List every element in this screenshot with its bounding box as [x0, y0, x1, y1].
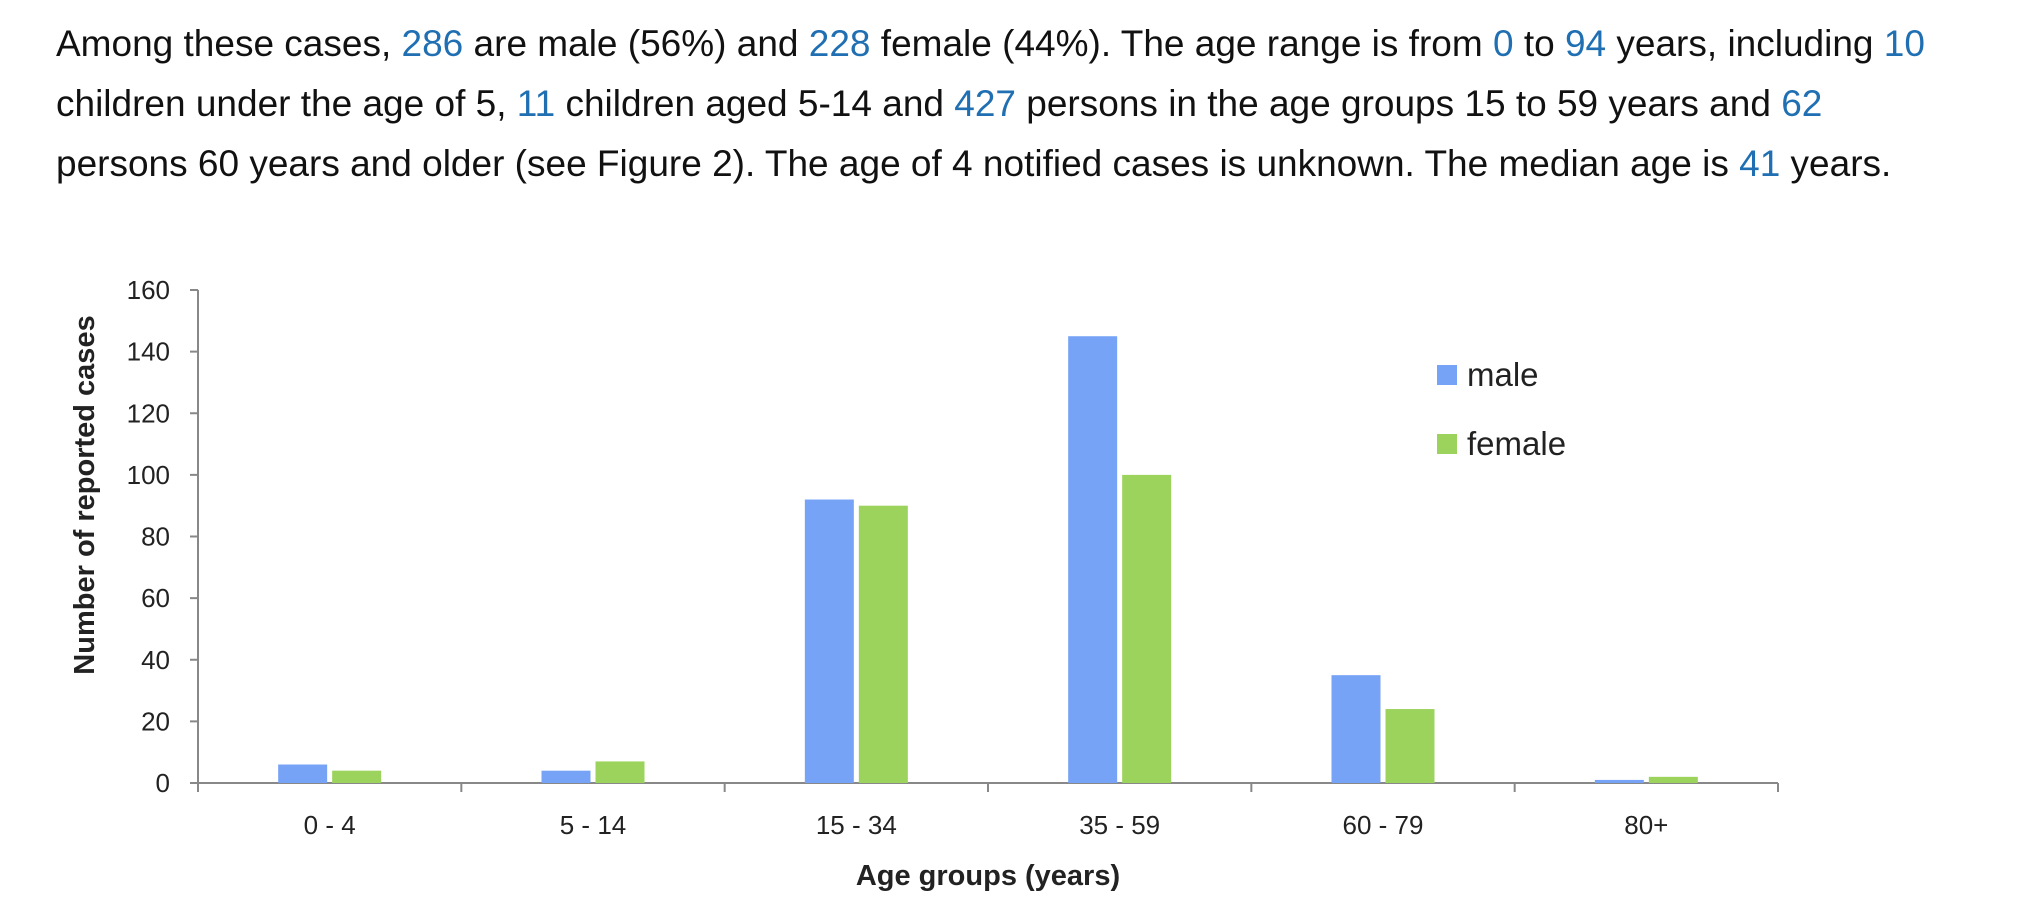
x-tick-label: 35 - 59	[1079, 810, 1160, 840]
highlighted-number: 427	[954, 83, 1016, 124]
y-tick-label: 0	[156, 768, 170, 798]
paragraph-text: children under the age of 5,	[56, 83, 517, 124]
legend-label-male: male	[1467, 356, 1539, 393]
x-tick-label: 60 - 79	[1343, 810, 1424, 840]
bar-male-4	[1331, 675, 1381, 783]
bar-male-2	[804, 499, 854, 783]
y-tick-label: 100	[127, 460, 170, 490]
bar-female-0	[332, 770, 382, 783]
highlighted-number: 62	[1781, 83, 1823, 124]
bar-female-4	[1385, 709, 1435, 783]
bar-male-3	[1068, 336, 1118, 783]
highlighted-number: 41	[1739, 143, 1781, 184]
legend-swatch-male	[1437, 365, 1457, 385]
paragraph-text: persons 60 years and older (see Figure 2…	[56, 143, 1740, 184]
highlighted-number: 11	[516, 83, 556, 124]
bar-male-5	[1594, 779, 1644, 783]
age-group-bar-chart: 0 20 40 60 80 100 120 140 160 0 - 4 5 - 14 15 - 34 3…	[69, 275, 1779, 892]
legend-swatch-female	[1437, 434, 1457, 454]
bar-female-2	[858, 505, 908, 783]
y-tick-label: 160	[127, 275, 170, 305]
bar-female-5	[1648, 776, 1698, 783]
paragraph-text: years.	[1780, 143, 1892, 184]
intro-paragraph: Among these cases, 286 are male (56%) an…	[56, 14, 2031, 194]
paragraph-text: persons in the age groups 15 to 59 years…	[1016, 83, 1782, 124]
bar-male-1	[541, 770, 591, 783]
bar-male-0	[278, 764, 328, 783]
chart-tick-labels: 0 20 40 60 80 100 120 140 160 0 - 4 5 - 14 15 - 34 3…	[127, 275, 1669, 840]
paragraph-text: Among these cases,	[56, 23, 402, 64]
paragraph-line: children under the age of 5, 11 children…	[56, 74, 2031, 134]
y-tick-label: 20	[141, 706, 170, 736]
legend-label-female: female	[1467, 425, 1566, 462]
chart-axes	[190, 289, 1779, 792]
highlighted-number: 286	[401, 23, 464, 64]
y-tick-label: 120	[127, 398, 170, 428]
x-tick-label: 15 - 34	[816, 810, 897, 840]
y-tick-label: 40	[141, 645, 170, 675]
paragraph-text: female (44%). The age range is from	[870, 23, 1493, 64]
paragraph-text: are male (56%) and	[463, 23, 809, 64]
paragraph-text: children aged 5-14 and	[555, 83, 955, 124]
x-axis-label: Age groups (years)	[856, 860, 1120, 892]
bar-female-3	[1122, 474, 1172, 783]
y-tick-label: 60	[141, 583, 170, 613]
x-tick-label: 5 - 14	[560, 810, 627, 840]
paragraph-line: persons 60 years and older (see Figure 2…	[56, 134, 2031, 194]
bar-female-1	[595, 761, 645, 783]
highlighted-number: 10	[1883, 23, 1925, 64]
paragraph-text: years, including	[1606, 23, 1884, 64]
highlighted-number: 228	[808, 23, 871, 64]
y-axis-label: Number of reported cases	[69, 315, 101, 674]
x-tick-label: 0 - 4	[304, 810, 356, 840]
highlighted-number: 94	[1564, 23, 1607, 64]
paragraph-line: Among these cases, 286 are male (56%) an…	[56, 14, 2031, 74]
y-tick-label: 80	[141, 522, 170, 552]
chart-legend: male female	[1437, 356, 1566, 462]
paragraph-text: to	[1513, 23, 1565, 64]
x-tick-label: 80+	[1624, 810, 1668, 840]
y-tick-label: 140	[127, 337, 170, 367]
highlighted-number: 0	[1492, 23, 1514, 64]
chart-bars	[278, 336, 1698, 783]
